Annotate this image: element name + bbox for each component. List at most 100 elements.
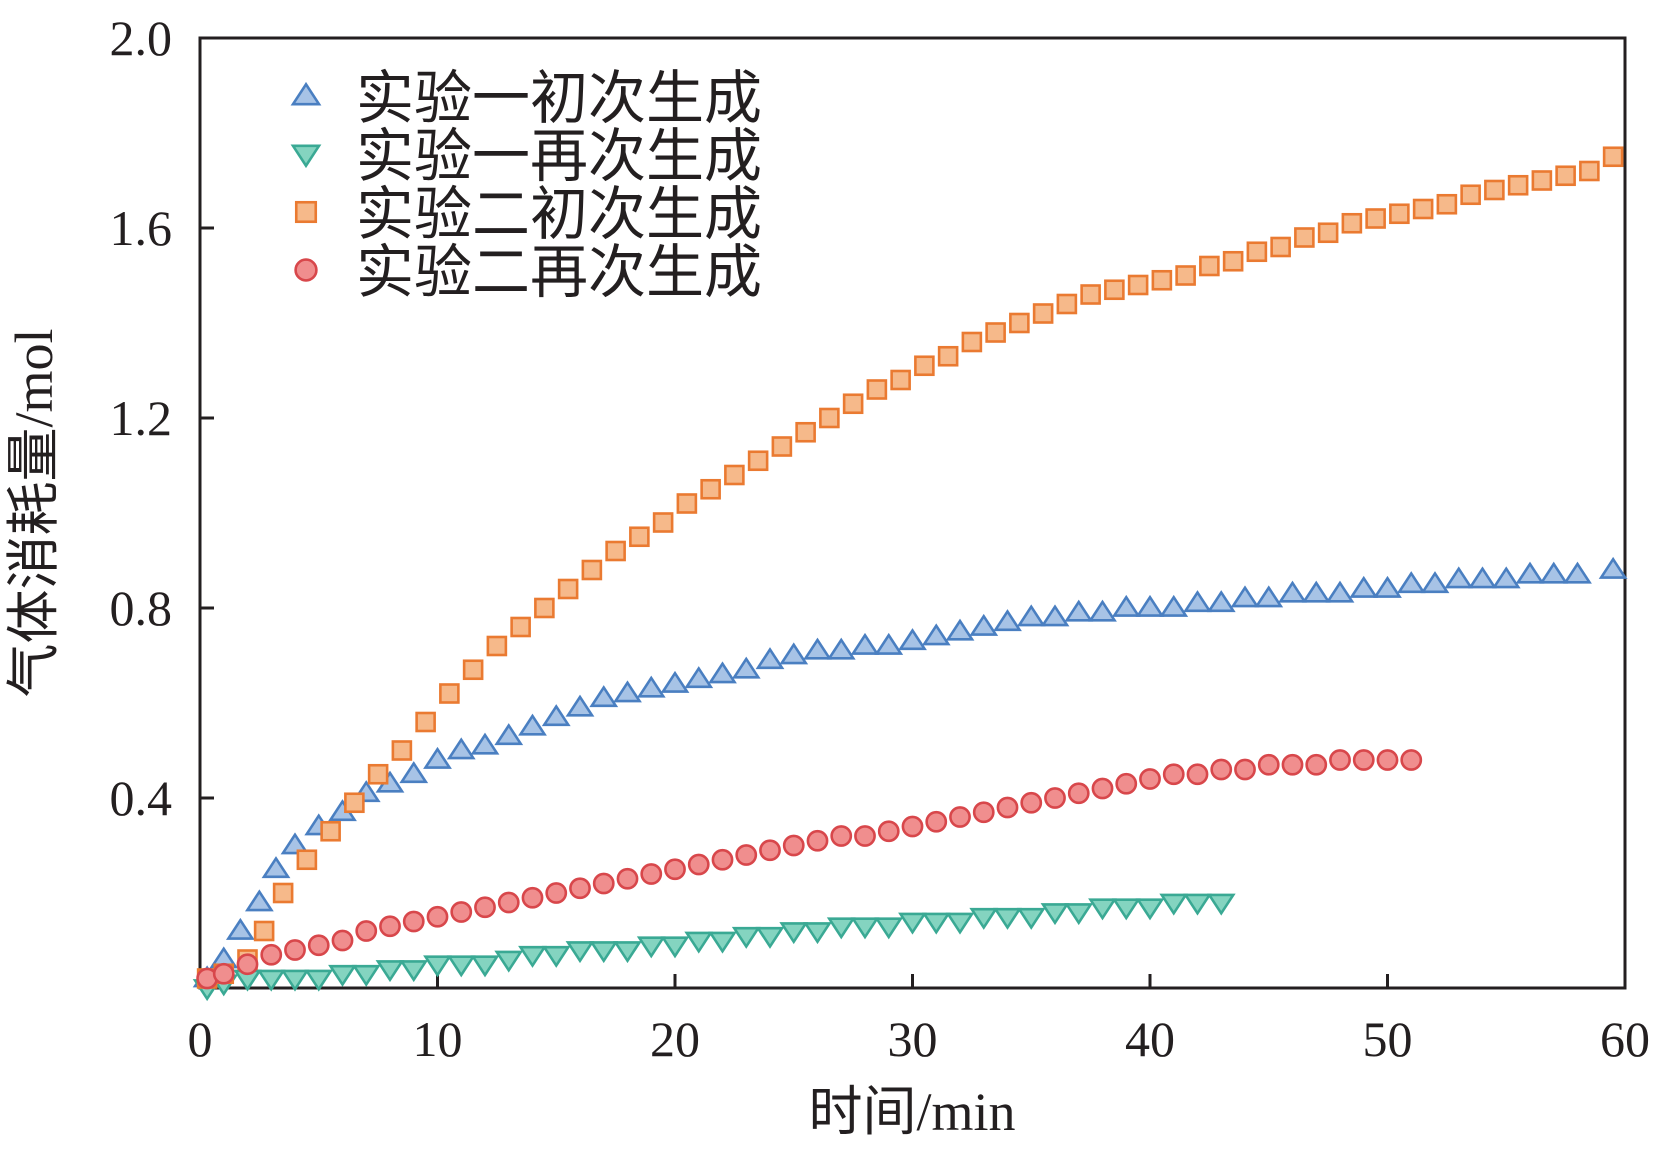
data-point: [1555, 165, 1576, 187]
data-point: [972, 801, 995, 824]
data-point: [660, 936, 690, 959]
x-tick-label: 40: [1125, 1011, 1175, 1067]
legend-marker: [294, 200, 318, 224]
x-tick-label: 30: [888, 1011, 938, 1067]
data-point: [375, 960, 405, 983]
data-point: [819, 407, 840, 429]
x-axis-ticks: 0 10 20 30 40 50 60: [188, 974, 1650, 1067]
data-point: [320, 820, 341, 842]
data-point: [1365, 208, 1386, 229]
data-point: [331, 929, 354, 952]
data-point: [782, 834, 805, 857]
data-point: [474, 896, 496, 919]
y-tick-label: 2.0: [110, 10, 173, 66]
data-point: [1210, 758, 1233, 781]
data-point: [212, 962, 235, 985]
data-point: [1159, 893, 1189, 916]
legend-label: 实验二再次生成: [356, 240, 762, 305]
data-point: [874, 917, 904, 940]
data-point: [708, 931, 737, 954]
y-tick-label: 0.4: [110, 770, 173, 826]
data-point: [1325, 580, 1355, 603]
data-point: [244, 889, 274, 912]
data-point: [1115, 772, 1138, 795]
data-point: [996, 796, 1019, 819]
data-point: [280, 969, 310, 992]
data-point: [1412, 198, 1434, 220]
data-point: [914, 355, 935, 377]
data-point: [684, 931, 714, 954]
data-point: [1234, 758, 1256, 781]
data-point: [423, 955, 452, 978]
data-point: [759, 839, 781, 862]
series-4: [196, 749, 1423, 990]
y-tick-label: 1.2: [110, 390, 173, 446]
data-point: [605, 540, 626, 562]
data-point: [664, 858, 686, 881]
data-point: [470, 955, 500, 978]
data-point: [1020, 791, 1043, 814]
data-point: [1352, 749, 1375, 771]
data-point: [1135, 594, 1165, 617]
legend-label: 实验一初次生成: [356, 66, 762, 131]
legend-marker: [294, 258, 318, 282]
data-point: [1301, 580, 1331, 603]
data-point: [415, 711, 436, 733]
data-point: [921, 623, 951, 646]
data-point: [446, 737, 476, 760]
data-point: [446, 955, 476, 978]
data-point: [755, 647, 785, 670]
data-point: [541, 945, 571, 968]
data-point: [1602, 146, 1624, 168]
data-point: [1127, 274, 1149, 296]
data-point: [1420, 571, 1450, 594]
data-point: [652, 512, 674, 533]
data-point: [497, 891, 520, 914]
data-point: [1484, 179, 1505, 201]
data-point: [1515, 561, 1545, 584]
data-point: [735, 844, 758, 866]
data-point: [1396, 571, 1426, 594]
data-point: [890, 369, 911, 391]
data-point: [1376, 749, 1399, 771]
data-point: [1016, 907, 1046, 930]
data-point: [1507, 174, 1529, 196]
data-point: [518, 945, 547, 968]
data-point: [901, 815, 924, 838]
data-point: [1044, 787, 1066, 809]
data-point: [1539, 561, 1569, 584]
data-point: [1088, 898, 1117, 921]
data-point: [1563, 561, 1592, 584]
data-point: [379, 915, 401, 938]
data-point: [592, 872, 615, 895]
data-point: [450, 901, 473, 923]
data-point: [850, 632, 880, 655]
data-point: [1040, 604, 1070, 627]
data-point: [803, 637, 832, 660]
series-1: [192, 556, 1628, 988]
x-tick-label: 50: [1363, 1011, 1413, 1067]
data-point: [1246, 241, 1268, 263]
data-point: [874, 632, 904, 655]
data-point: [1159, 594, 1189, 617]
data-point: [261, 856, 291, 879]
series-layer: [192, 146, 1628, 1002]
data-point: [426, 905, 449, 928]
data-point: [296, 849, 318, 871]
data-point: [1080, 284, 1101, 305]
data-point: [355, 920, 378, 942]
data-point: [993, 907, 1022, 930]
data-point: [1151, 269, 1173, 291]
data-point: [1460, 184, 1481, 206]
data-point: [1349, 575, 1379, 598]
data-point: [280, 832, 310, 855]
data-point: [898, 912, 927, 935]
data-point: [708, 661, 737, 684]
legend-marker: [290, 144, 322, 169]
data-point: [1257, 753, 1280, 776]
data-point: [1162, 763, 1185, 786]
data-point: [985, 322, 1006, 343]
data-point: [779, 642, 809, 665]
y-axis-title: 气体消耗量/mol: [4, 328, 64, 697]
data-point: [236, 953, 259, 976]
